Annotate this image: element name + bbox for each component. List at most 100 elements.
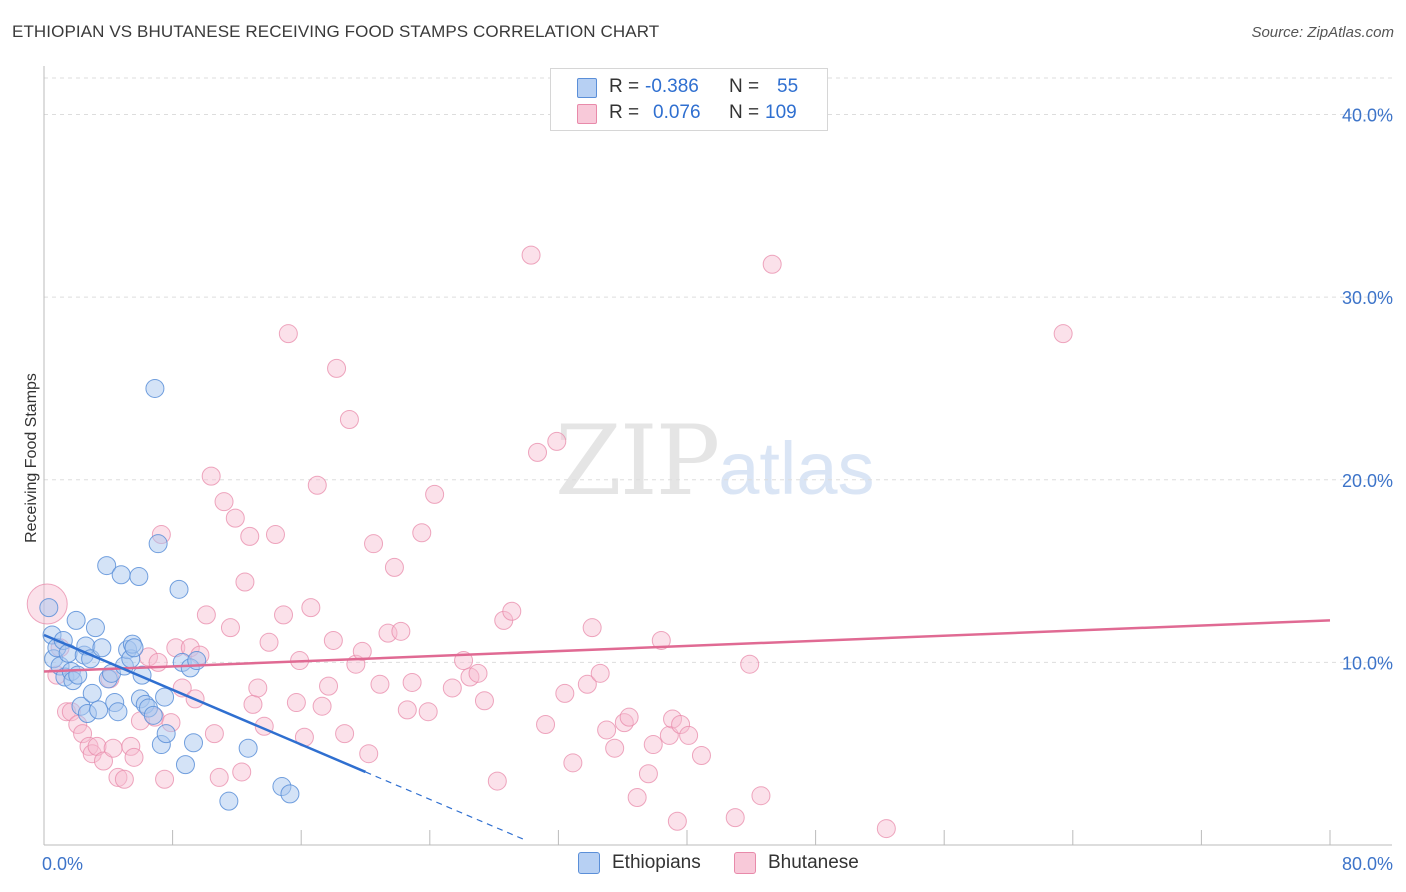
bhutanese-point xyxy=(751,786,771,806)
bhutanese-point xyxy=(582,618,602,638)
bhutanese-point xyxy=(108,767,128,787)
ethiopians-points xyxy=(39,378,300,811)
bhutanese-point xyxy=(265,525,285,545)
bhutanese-point xyxy=(114,769,134,789)
legend-swatch-bhutanese xyxy=(734,852,756,874)
bhutanese-point xyxy=(651,630,671,650)
bhutanese-point xyxy=(248,678,268,698)
bhutanese-point xyxy=(301,598,321,618)
bhutanese-point xyxy=(487,771,507,791)
bhutanese-point xyxy=(528,442,548,462)
legend-item-ethiopians: Ethiopians xyxy=(578,852,701,874)
bhutanese-point xyxy=(391,621,411,641)
bhutanese-point xyxy=(240,526,260,546)
r-label: R = xyxy=(609,76,640,97)
bhutanese-point xyxy=(232,762,252,782)
bhutanese-point xyxy=(638,764,658,784)
ethiopians-point xyxy=(97,556,117,576)
bhutanese-r-value: 0.076 xyxy=(653,102,701,123)
bhutanese-point xyxy=(235,572,255,592)
bhutanese-point xyxy=(762,254,782,274)
bhutanese-point xyxy=(536,714,556,734)
bhutanese-point xyxy=(418,702,438,722)
bhutanese-trend-line xyxy=(43,619,1331,673)
bhutanese-point xyxy=(876,819,896,839)
stats-box: R = -0.386 N = 55 R = 0.076 N = 109 xyxy=(550,68,828,131)
bhutanese-point xyxy=(412,523,432,543)
ethiopians-swatch xyxy=(577,78,597,98)
ethiopians-point xyxy=(66,610,86,630)
y-tick-label: 10.0% xyxy=(1342,653,1393,673)
bhutanese-point xyxy=(605,738,625,758)
bhutanese-point xyxy=(474,691,494,711)
bhutanese-point xyxy=(547,431,567,451)
bhutanese-point xyxy=(627,788,647,808)
ethiopians-point xyxy=(124,638,144,658)
legend-label-ethiopians: Ethiopians xyxy=(612,852,701,873)
bhutanese-point xyxy=(384,557,404,577)
source-credit: Source: ZipAtlas.com xyxy=(1251,24,1394,41)
bhutanese-point xyxy=(335,724,355,744)
bhutanese-point xyxy=(259,632,279,652)
bhutanese-point xyxy=(643,735,663,755)
y-tick-label: 30.0% xyxy=(1342,288,1393,308)
ethiopians-point xyxy=(108,702,128,722)
ethiopians-point xyxy=(82,683,102,703)
bhutanese-n-value: 109 xyxy=(765,102,797,123)
ethiopians-point xyxy=(183,733,203,753)
bhutanese-point xyxy=(148,652,168,672)
ethiopians-point xyxy=(111,565,131,585)
bhutanese-point xyxy=(201,466,221,486)
trend-lines xyxy=(43,619,1331,841)
ethiopians-point xyxy=(219,791,239,811)
ethiopians-point xyxy=(148,534,168,554)
ethiopians-point xyxy=(238,738,258,758)
bhutanese-point xyxy=(521,245,541,265)
bhutanese-point xyxy=(667,811,687,831)
bhutanese-point xyxy=(468,663,488,683)
bhutanese-point xyxy=(425,484,445,504)
bhutanese-point xyxy=(359,744,379,764)
x-tick-label: 0.0% xyxy=(42,854,83,874)
bhutanese-point xyxy=(312,696,332,716)
bhutanese-point xyxy=(196,605,216,625)
bhutanese-point xyxy=(121,736,141,756)
bhutanese-point xyxy=(214,492,234,512)
ethiopians-point xyxy=(92,638,112,658)
bhutanese-point xyxy=(319,676,339,696)
ethiopians-point xyxy=(85,618,105,638)
legend: Ethiopians Bhutanese xyxy=(0,852,1406,878)
bhutanese-point xyxy=(73,724,93,744)
bhutanese-point xyxy=(590,663,610,683)
axes xyxy=(43,66,1392,846)
ethiopians-point xyxy=(89,700,109,720)
bhutanese-point xyxy=(577,674,597,694)
n-label: N = xyxy=(729,102,760,123)
ethiopians-point xyxy=(156,724,176,744)
bhutanese-point xyxy=(155,769,175,789)
n-label: N = xyxy=(729,76,760,97)
ethiopians-point xyxy=(143,705,163,725)
watermark-atlas: atlas xyxy=(718,427,875,510)
bhutanese-point xyxy=(402,672,422,692)
bhutanese-point xyxy=(209,767,229,787)
bhutanese-point xyxy=(370,674,390,694)
bhutanese-point xyxy=(679,725,699,745)
bhutanese-point xyxy=(278,324,298,344)
bhutanese-point xyxy=(225,508,245,528)
ethiopians-trend-extension xyxy=(365,771,527,841)
bhutanese-point xyxy=(740,654,760,674)
ethiopians-trend-line xyxy=(43,633,366,774)
legend-label-bhutanese: Bhutanese xyxy=(768,852,859,873)
bhutanese-point xyxy=(397,700,417,720)
ethiopians-point xyxy=(280,784,300,804)
bhutanese-point xyxy=(204,724,224,744)
bhutanese-point xyxy=(725,808,745,828)
chart-title: ETHIOPIAN VS BHUTANESE RECEIVING FOOD ST… xyxy=(12,22,660,41)
bhutanese-point xyxy=(339,409,359,429)
ethiopians-point xyxy=(169,579,189,599)
bhutanese-points xyxy=(26,245,1073,839)
watermark: ZIPatlas xyxy=(555,405,875,517)
bhutanese-point xyxy=(671,714,691,734)
